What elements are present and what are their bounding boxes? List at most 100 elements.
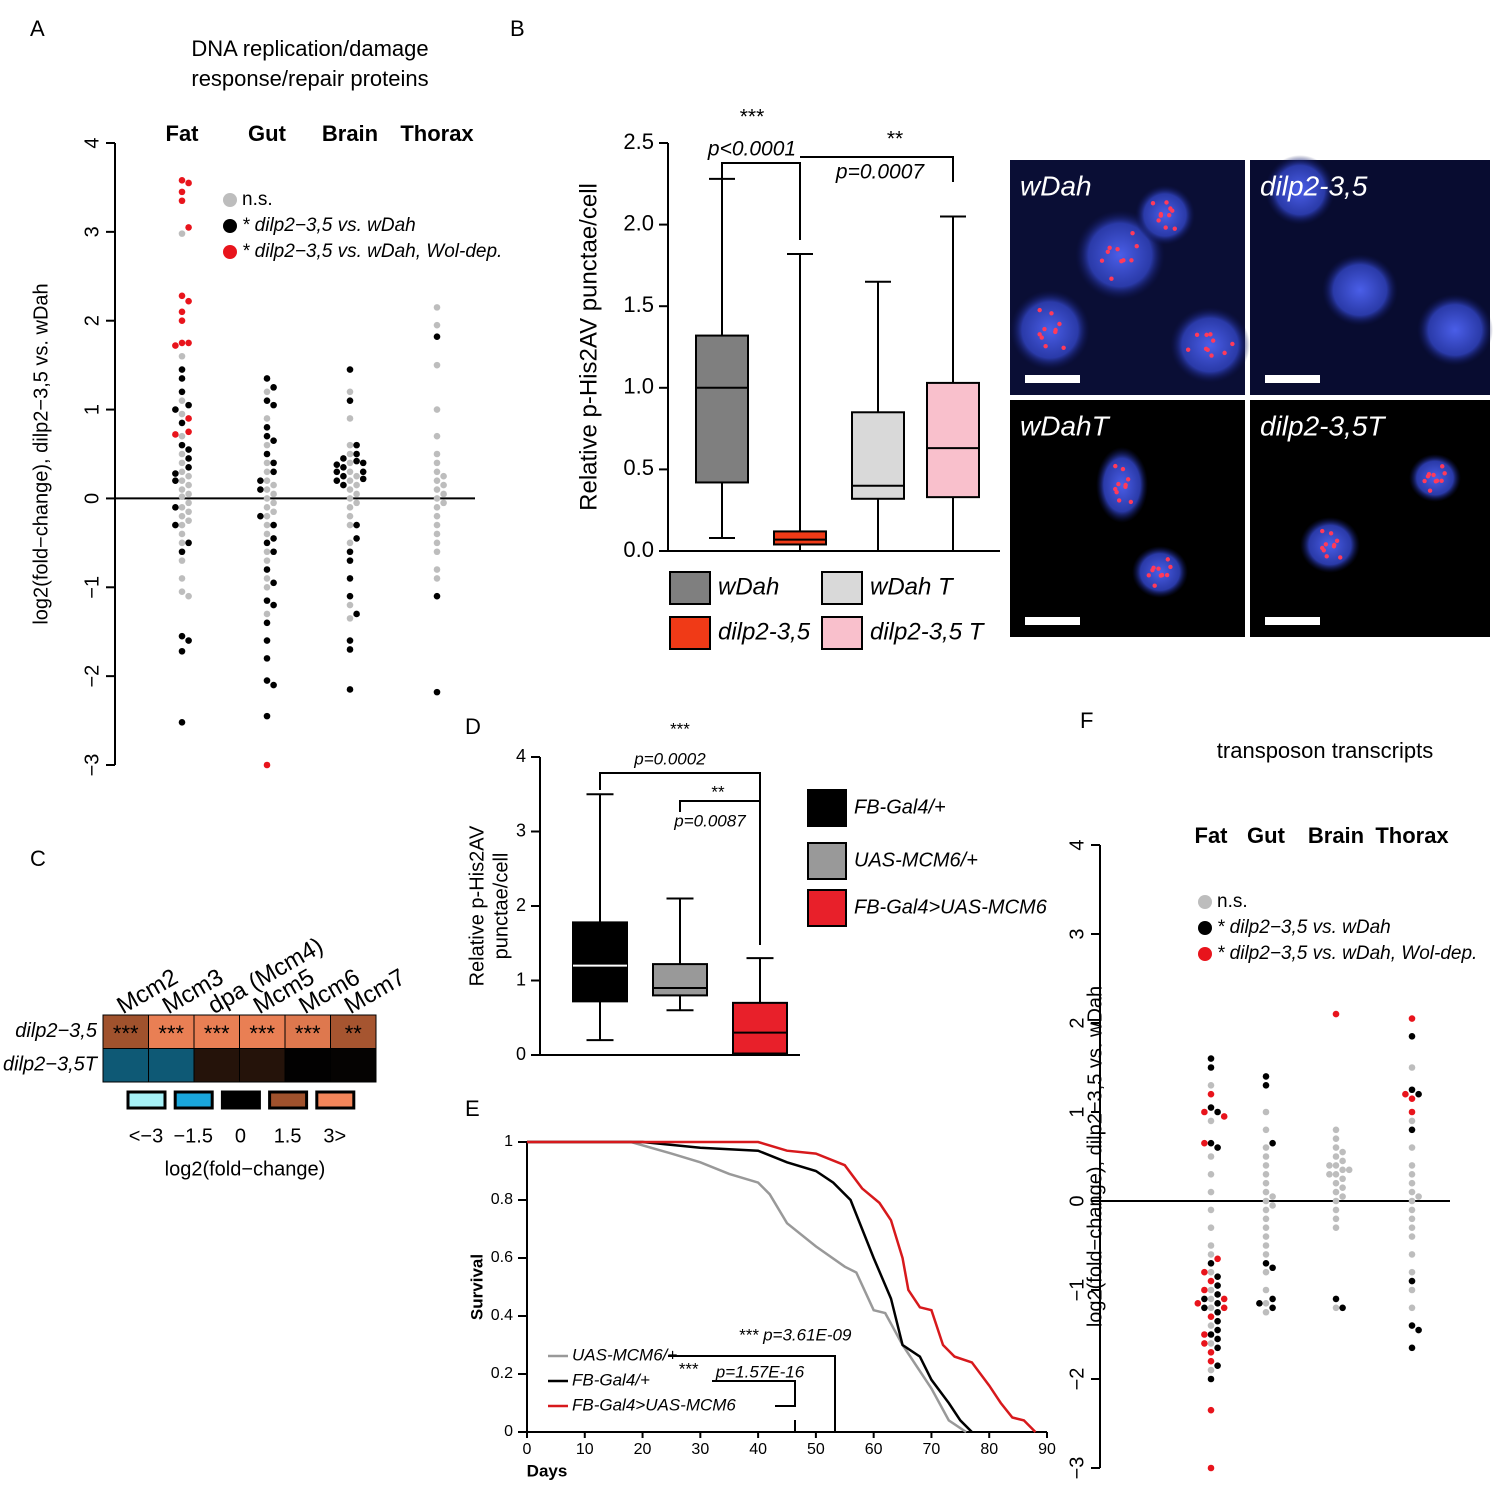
y-axis-label: Relative p-His2AV punctae/cell	[575, 183, 602, 511]
data-point	[1214, 1362, 1221, 1369]
annotation: ***	[740, 106, 765, 129]
data-point	[172, 431, 179, 438]
foci	[1099, 258, 1105, 263]
significance-bracket	[599, 772, 761, 945]
x-tick-label: 90	[1038, 1441, 1056, 1458]
data-point	[346, 459, 354, 467]
foci	[1039, 335, 1044, 340]
data-point	[340, 455, 347, 462]
legend-label: * dilp2−3,5 vs. wDah	[1217, 917, 1391, 938]
data-point	[346, 477, 354, 484]
data-point	[1207, 1464, 1215, 1472]
foci	[1116, 498, 1122, 503]
data-point	[263, 477, 271, 484]
foci	[1130, 230, 1135, 236]
y-tick-label: −2	[81, 665, 103, 688]
data-point	[333, 477, 341, 484]
data-point	[185, 401, 192, 409]
data-point	[1262, 1171, 1270, 1178]
y-tick-label: 2	[516, 895, 526, 915]
foci	[1061, 345, 1066, 350]
data-point	[346, 450, 354, 458]
data-point	[1262, 1300, 1270, 1307]
data-point	[178, 477, 186, 484]
box	[926, 381, 980, 499]
category-label: Thorax	[1375, 823, 1449, 848]
foci	[1113, 486, 1118, 492]
data-point	[1262, 1153, 1270, 1160]
data-point	[1201, 1340, 1208, 1347]
category-label: Fat	[166, 121, 200, 146]
legend-label: n.s.	[242, 189, 273, 210]
data-point	[1332, 1206, 1340, 1214]
foci	[1116, 481, 1121, 487]
micrograph-background	[1250, 400, 1490, 637]
panel-letter: C	[30, 846, 46, 871]
foci	[1331, 544, 1337, 549]
data-point	[346, 601, 354, 609]
data-point	[1408, 1233, 1416, 1240]
data-point	[1262, 1197, 1270, 1205]
data-point	[270, 521, 277, 529]
data-point	[1408, 1268, 1416, 1276]
foci	[1222, 350, 1227, 356]
legend-label: n.s.	[1217, 891, 1248, 912]
foci	[1120, 466, 1126, 472]
data-point	[1408, 1033, 1416, 1040]
micrograph: dilp2-3,5	[1250, 155, 1493, 395]
foci	[1152, 583, 1157, 588]
x-tick-label: 80	[980, 1441, 998, 1458]
data-point	[263, 597, 271, 604]
data-point	[1332, 1224, 1340, 1231]
legend-label: UAS-MCM6/+	[572, 1345, 677, 1364]
data-point	[353, 610, 360, 618]
data-point	[263, 677, 271, 684]
foci	[1109, 276, 1114, 281]
data-point	[1201, 1268, 1208, 1276]
data-point	[1332, 1162, 1340, 1169]
data-point	[1269, 1304, 1276, 1312]
data-point	[1207, 1375, 1215, 1383]
foci	[1166, 212, 1172, 218]
data-point	[178, 450, 186, 458]
panel-letter: F	[1080, 708, 1093, 733]
data-point	[263, 468, 271, 476]
scale-bar	[1265, 617, 1320, 625]
legend-swatch	[669, 571, 711, 605]
data-point	[1269, 1202, 1276, 1209]
row-label: dilp2−3,5	[15, 1020, 98, 1042]
foci	[1185, 347, 1191, 352]
data-point	[263, 486, 271, 493]
data-point	[263, 415, 271, 422]
data-point	[1207, 1064, 1215, 1071]
data-point	[1332, 1179, 1340, 1187]
data-point	[270, 579, 277, 587]
data-point	[346, 415, 354, 422]
data-point	[1207, 1206, 1215, 1214]
data-point	[1415, 1090, 1422, 1098]
x-tick-label: 50	[807, 1441, 825, 1458]
data-point	[1408, 1117, 1416, 1125]
annotation: p=0.0007	[835, 161, 925, 184]
legend-tick-label: 1.5	[274, 1125, 302, 1147]
data-point	[185, 637, 192, 644]
data-point	[1408, 1126, 1416, 1134]
legend-tick-label: −1.5	[173, 1125, 212, 1147]
y-tick-label: 1.0	[623, 374, 654, 399]
data-point	[270, 681, 277, 689]
foci	[1440, 464, 1445, 469]
foci	[1057, 321, 1062, 327]
data-point	[270, 535, 277, 542]
y-tick-label: 1.5	[623, 292, 654, 317]
foci	[1156, 218, 1161, 223]
foci	[1204, 332, 1209, 338]
y-tick-label: 1	[81, 404, 103, 415]
legend-label: dilp2-3,5	[718, 618, 811, 645]
significance-bracket	[800, 156, 954, 182]
y-tick-label: −3	[1066, 1457, 1088, 1480]
box	[732, 1001, 788, 1055]
y-tick-label: 0	[81, 493, 103, 504]
data-point	[1332, 1188, 1340, 1196]
legend-swatch	[807, 842, 847, 880]
